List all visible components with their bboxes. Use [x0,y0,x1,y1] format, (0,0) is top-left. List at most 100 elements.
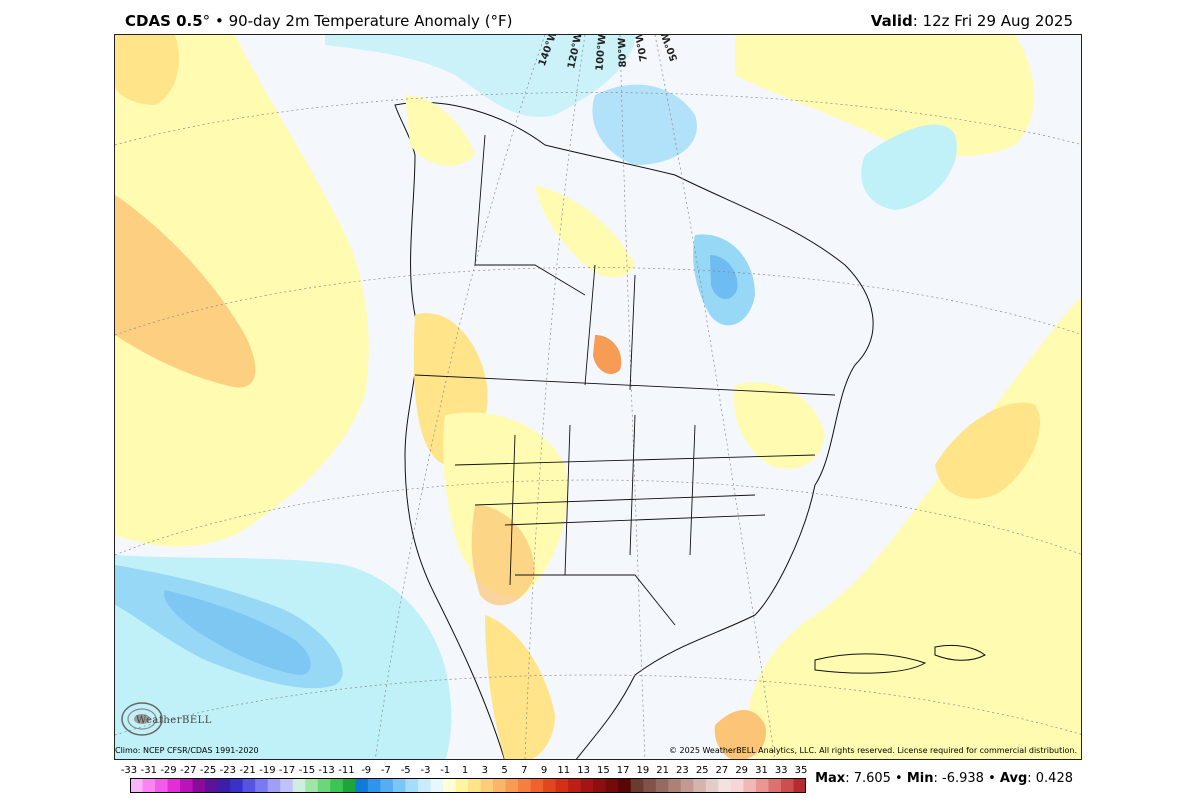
colorbar-tick-label: 27 [715,765,729,776]
max-label: Max [815,771,846,786]
title-text: 90-day 2m Temperature Anomaly (°F) [228,12,513,30]
colorbar-swatch [568,778,582,793]
min-value: : -6.938 [933,771,984,786]
colorbar-swatch [355,778,369,793]
colorbar-swatch [130,778,144,793]
colorbar-tick-label: 21 [656,765,669,776]
map-canvas [115,35,1081,759]
greenland-warm [735,35,1034,156]
pacific-warm-region [115,35,369,547]
colorbar-tick-label: -7 [380,765,391,776]
colorbar-swatch [417,778,431,793]
valid-value: : 12z Fri 29 Aug 2025 [912,12,1073,30]
colorbar-tick-label: -5 [400,765,411,776]
colorbar-swatch [730,778,744,793]
colorbar-tick-label: -25 [199,765,217,776]
colorbar-tick-label: 23 [676,765,689,776]
colorbar-tick-label: 33 [774,765,788,776]
colorbar-tick-label: -11 [338,765,355,776]
colorbar-swatch [330,778,344,793]
colorbar-tick-label: 7 [521,765,528,776]
colorbar-swatch [455,778,469,793]
colorbar-swatch [580,778,594,793]
southwest-warm [471,505,535,606]
colorbar-swatch [242,778,256,793]
colorbar-swatch [205,778,219,793]
colorbar-tick-label: 15 [597,765,610,776]
colorbar-swatch [480,778,494,793]
colorbar-swatch [255,778,269,793]
climo-credit: Climo: NCEP CFSR/CDAS 1991-2020 [115,746,259,755]
valid-label: Valid [870,12,913,30]
colorbar-swatch [342,778,356,793]
colorbar-swatch [493,778,507,793]
colorbar-swatch [292,778,306,793]
alaska-warm [405,95,475,166]
cuba [814,653,927,674]
east-warm [734,382,825,469]
max-value: : 7.605 [845,771,891,786]
graticule [115,35,1081,759]
colorbar-tick-label: 13 [577,765,590,776]
colorbar-swatch [705,778,719,793]
pacific-warm-north [115,35,179,105]
colorbar-tick-label: -3 [420,765,431,776]
colorbar-tick-label: -9 [361,765,372,776]
atlantic-warm-core [935,402,1041,499]
colorbar-swatch [180,778,194,793]
arctic-cool [325,35,635,117]
colorbar-swatch [593,778,607,793]
colorbar-border [130,778,806,793]
colorbar-swatch [217,778,231,793]
hudson-cool-core [710,255,738,300]
avg-label: Avg [999,771,1028,786]
valid-time: Valid: 12z Fri 29 Aug 2025 [871,12,1073,30]
colorbar-swatch [230,778,244,793]
colorbar-swatch [755,778,769,793]
colorbar-swatch [543,778,557,793]
colorbar-tick-label: 25 [695,765,709,776]
colorbar [130,778,806,793]
colorbar-swatch [655,778,669,793]
colorbar-tick-label: 1 [461,765,469,776]
colorbar-tick-label: -13 [318,765,335,776]
pacific-cool-deep [164,590,311,675]
colorbar-swatch [430,778,444,793]
colorbar-swatch [680,778,694,793]
colorbar-tick-label: 9 [540,765,548,776]
stats-sep-2: • [983,771,1000,786]
colorbar-tick-label: 5 [501,765,508,776]
colorbar-tick-label: -19 [259,765,276,776]
colorbar-tick-label: -29 [160,765,177,776]
stats-readout: Max: 7.605 • Min: -6.938 • Avg: 0.428 [815,771,1073,786]
colorbar-swatch [505,778,519,793]
canada-central-warm [535,185,635,278]
map-title: CDAS 0.5° • 90-day 2m Temperature Anomal… [125,12,513,30]
caribbean-warm [714,710,766,759]
weatherbell-logo [121,702,163,736]
colorbar-swatch [743,778,757,793]
colorbar-labels: -33 -31 -29 -27 -25 -23 -21 -19 -17 -15 -13 -11 -9 -7… [118,765,818,777]
min-label: Min [906,771,934,786]
colorbar-tick-label: -1 [440,765,451,776]
colorbar-swatch [367,778,381,793]
colorbar-swatch [530,778,544,793]
colorbar-swatch [780,778,794,793]
colorbar-swatch [380,778,394,793]
colorbar-swatch [793,778,806,793]
colorbar-tick-label: 11 [557,765,571,776]
colorbar-swatch [442,778,456,793]
pacific-warm-core [115,195,256,388]
logo-text: WeatherBELL [136,715,212,726]
colorbar-swatch [605,778,619,793]
colorbar-tick-label: 35 [794,765,808,776]
north-atlantic-cool [861,124,957,210]
colorbar-swatch [192,778,206,793]
colorbar-swatch [317,778,331,793]
avg-value: : 0.428 [1027,771,1073,786]
colorbar-swatch [668,778,682,793]
colorbar-tick-label: 17 [616,765,630,776]
colorbar-tick-label: 31 [755,765,768,776]
colorbar-swatch [405,778,419,793]
colorbar-swatch [155,778,169,793]
